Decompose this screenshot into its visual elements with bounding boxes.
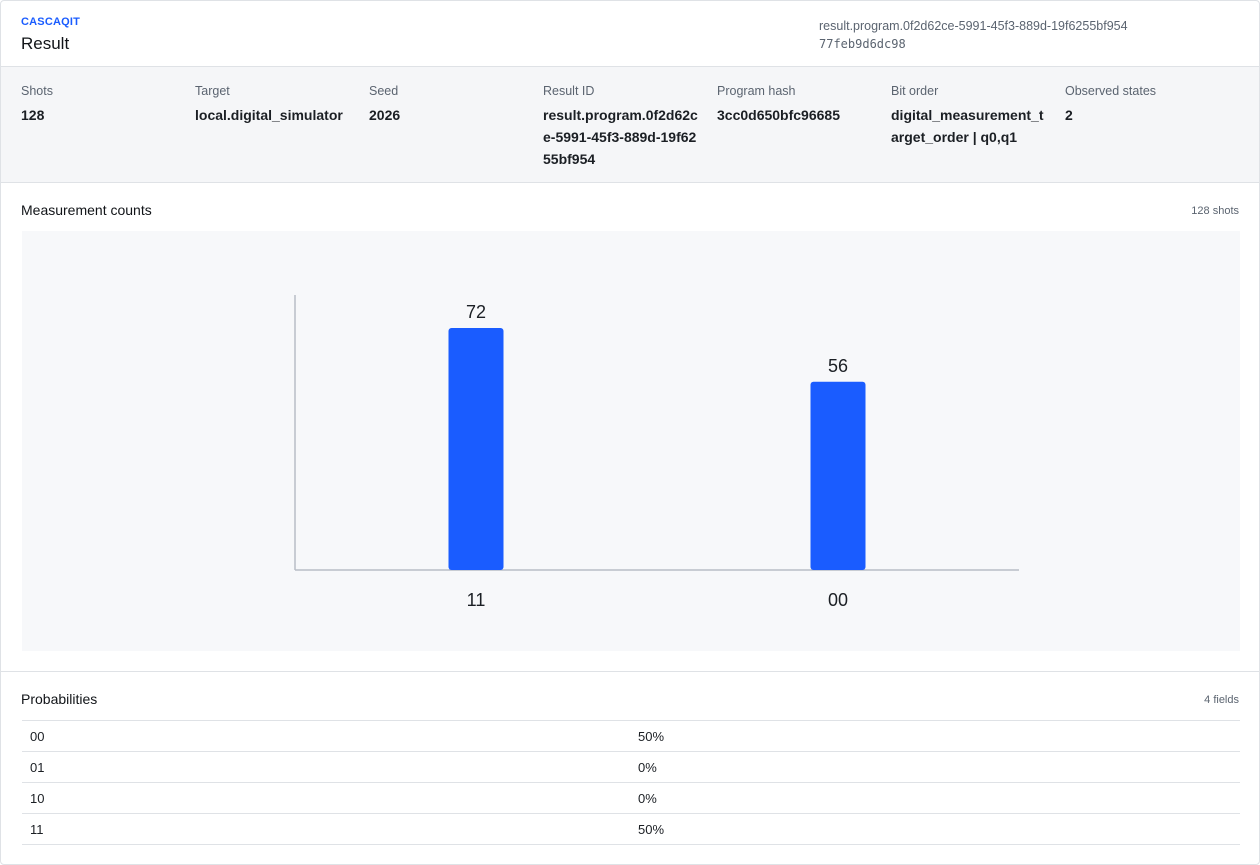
- meta-label: Program hash: [717, 84, 796, 98]
- header-result-id: result.program.0f2d62ce-5991-45f3-889d-1…: [819, 19, 1128, 33]
- table-row: 01 0%: [22, 752, 1240, 783]
- probability-cell: 0%: [638, 791, 657, 806]
- meta-value: result.program.0f2d62ce-5991-45f3-889d-1…: [543, 107, 698, 167]
- section-divider: [1, 671, 1259, 672]
- meta-value: local.digital_simulator: [195, 107, 343, 123]
- state-cell: 01: [30, 760, 45, 775]
- meta-shots: Shots 128: [21, 83, 181, 126]
- prob-fields-badge: 4 fields: [1204, 694, 1239, 706]
- probabilities-table: 00 50% 01 0% 10 0% 11 50%: [22, 720, 1240, 845]
- measurement-counts-chart: 72 11 56 00: [22, 231, 1240, 651]
- meta-value: digital_measurement_target_order | q0,q1: [891, 107, 1044, 145]
- meta-seed: Seed 2026: [369, 83, 529, 126]
- result-metadata: Shots 128 Target local.digital_simulator…: [1, 67, 1259, 183]
- meta-program-hash: Program hash 3cc0d650bfc96685: [717, 83, 877, 126]
- bar-value-label: 72: [466, 302, 486, 322]
- meta-label: Result ID: [543, 84, 595, 98]
- bar-value-label: 56: [828, 356, 848, 376]
- meta-value: 2: [1065, 107, 1073, 123]
- table-row: 10 0%: [22, 783, 1240, 814]
- header-hash: 77feb9d6dc98: [819, 37, 906, 51]
- counts-shots-badge: 128 shots: [1191, 205, 1239, 217]
- state-cell: 11: [30, 822, 44, 837]
- meta-observed-states: Observed states 2: [1065, 83, 1225, 126]
- x-tick-label: 11: [467, 590, 486, 610]
- x-tick-label: 00: [828, 590, 848, 610]
- prob-section-title: Probabilities: [21, 691, 98, 707]
- probability-cell: 50%: [638, 729, 665, 744]
- table-row: 00 50%: [22, 721, 1240, 752]
- state-cell: 10: [30, 791, 45, 806]
- meta-label: Bit order: [891, 84, 939, 98]
- probability-cell: 0%: [638, 760, 657, 775]
- meta-bit-order: Bit order digital_measurement_target_ord…: [891, 83, 1051, 148]
- page-header: CASCAQIT Result result.program.0f2d62ce-…: [1, 1, 1259, 67]
- page-title: Result: [21, 34, 70, 53]
- table-row: 11 50%: [22, 814, 1240, 845]
- bar-11: [448, 328, 504, 570]
- meta-label: Target: [195, 84, 230, 98]
- meta-value: 2026: [369, 107, 401, 123]
- meta-label: Observed states: [1065, 84, 1157, 98]
- probability-cell: 50%: [638, 822, 665, 837]
- meta-value: 128: [21, 107, 45, 123]
- counts-bar-chart: 72 11 56 00: [294, 295, 1019, 610]
- meta-result-id: Result ID result.program.0f2d62ce-5991-4…: [543, 83, 703, 170]
- meta-value: 3cc0d650bfc96685: [717, 107, 840, 123]
- meta-target: Target local.digital_simulator: [195, 83, 355, 126]
- bar-00: [810, 381, 866, 570]
- meta-label: Seed: [369, 84, 399, 98]
- meta-label: Shots: [21, 84, 53, 98]
- brand-label: CASCAQIT: [21, 16, 81, 28]
- state-cell: 00: [30, 729, 45, 744]
- counts-section-title: Measurement counts: [21, 202, 152, 218]
